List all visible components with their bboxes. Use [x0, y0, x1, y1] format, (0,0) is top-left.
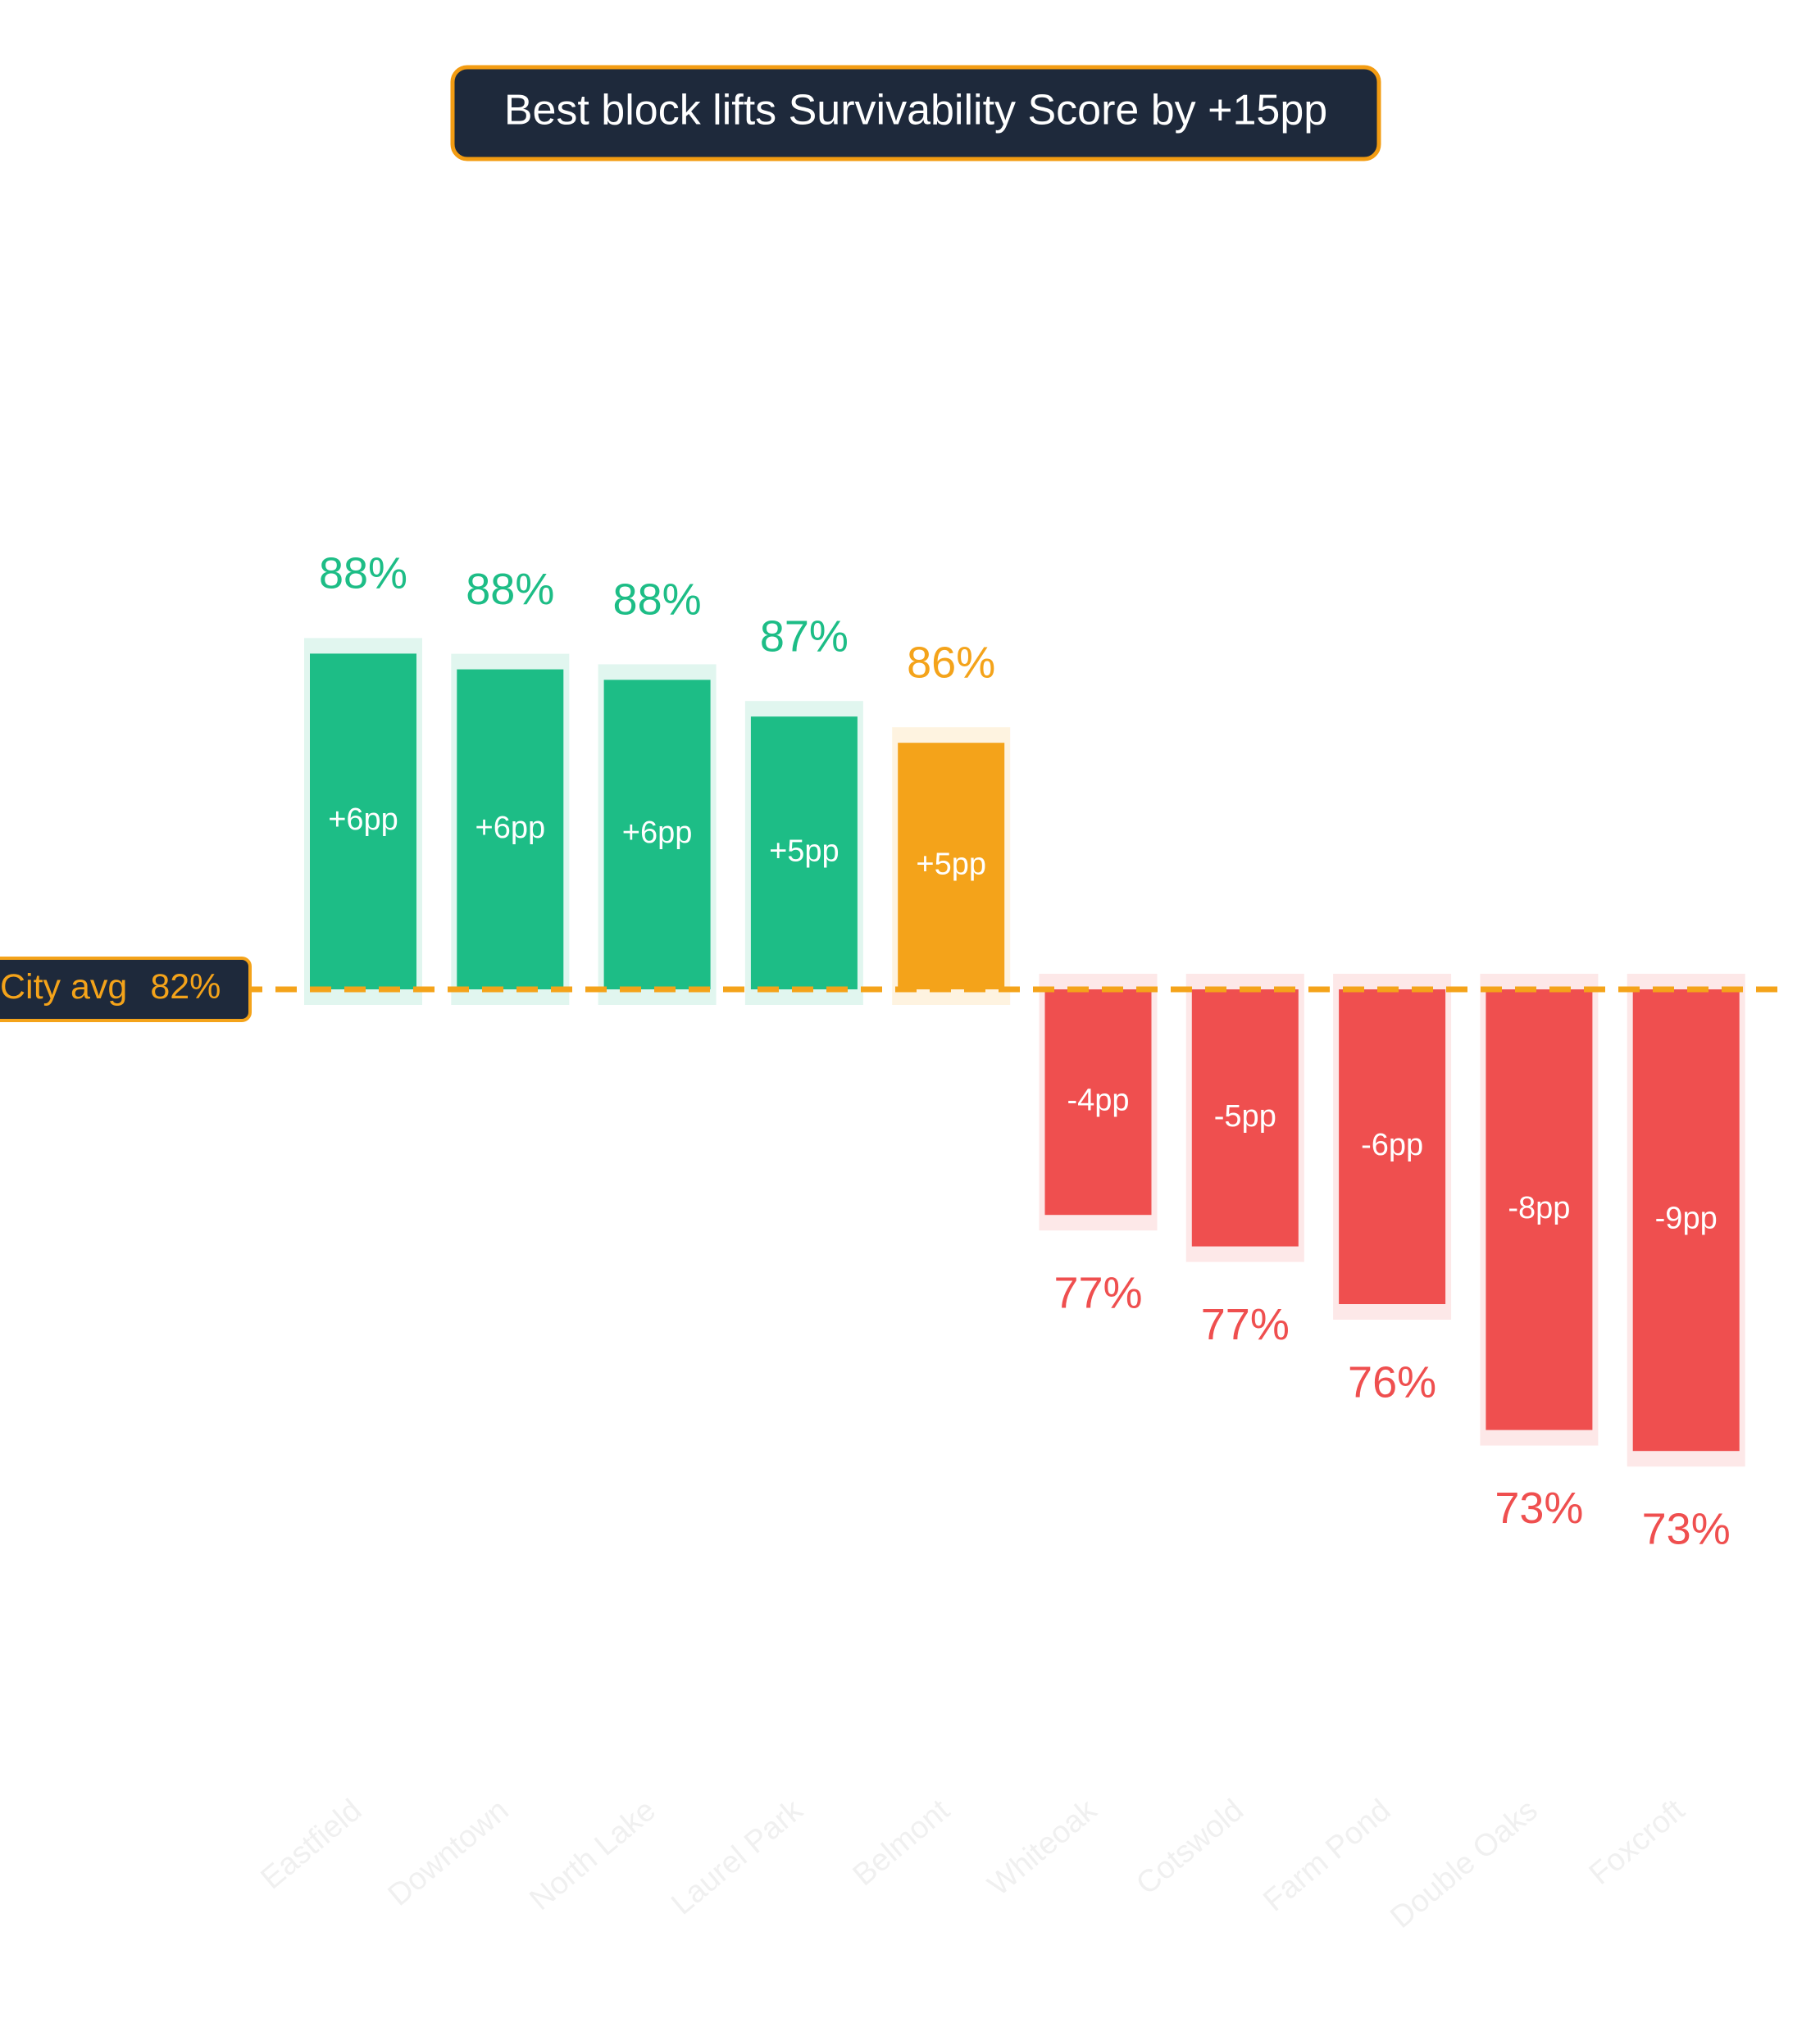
delta-label: +5pp	[916, 848, 986, 882]
delta-label: +6pp	[328, 802, 398, 837]
x-tick-label: North Lake	[523, 1793, 662, 1917]
bar	[750, 716, 858, 989]
x-tick-label: Downtown	[382, 1793, 516, 1912]
delta-label: +6pp	[622, 816, 693, 850]
value-label: 87%	[760, 611, 849, 661]
value-label: 73%	[1495, 1484, 1583, 1533]
reference-value: 82%	[150, 967, 221, 1007]
x-tick-label: Foxcroft	[1583, 1793, 1691, 1892]
reference-box	[0, 957, 252, 1022]
bar	[603, 680, 711, 989]
bar	[1191, 989, 1299, 1247]
value-label: 77%	[1201, 1300, 1290, 1349]
delta-label: +5pp	[769, 834, 839, 869]
delta-label: -9pp	[1655, 1202, 1718, 1236]
x-tick-label: Laurel Park	[665, 1793, 810, 1922]
bar	[1339, 989, 1446, 1304]
value-label: 77%	[1053, 1268, 1142, 1317]
bar	[898, 743, 1005, 989]
delta-label: -4pp	[1067, 1084, 1129, 1118]
delta-label: +6pp	[475, 811, 546, 845]
value-label: 76%	[1348, 1357, 1436, 1407]
delta-label: -5pp	[1214, 1099, 1276, 1134]
reference-label: City avg 82%	[0, 967, 221, 1007]
reference-name: City avg	[0, 967, 127, 1007]
x-tick-label: Cotswold	[1130, 1793, 1250, 1902]
x-tick-label: Eastfield	[255, 1793, 369, 1896]
bar	[457, 669, 564, 989]
bar	[1044, 989, 1152, 1216]
bar	[1486, 989, 1593, 1430]
value-label: 88%	[319, 549, 407, 598]
title-box	[450, 65, 1381, 161]
bar	[310, 653, 416, 989]
x-tick-label: Farm Pond	[1257, 1793, 1397, 1918]
bar	[1632, 989, 1740, 1452]
x-tick-label: Double Oaks	[1384, 1793, 1544, 1934]
delta-label: -8pp	[1508, 1191, 1570, 1225]
x-tick-label: Whiteoak	[981, 1793, 1103, 1903]
x-tick-label: Belmont	[847, 1793, 957, 1893]
value-label: 88%	[466, 565, 554, 614]
chart-title: Best block lifts Survivability Score by …	[504, 87, 1327, 134]
value-label: 86%	[907, 638, 995, 687]
value-label: 73%	[1642, 1504, 1731, 1553]
delta-label: -6pp	[1361, 1128, 1423, 1162]
value-label: 88%	[613, 575, 702, 625]
